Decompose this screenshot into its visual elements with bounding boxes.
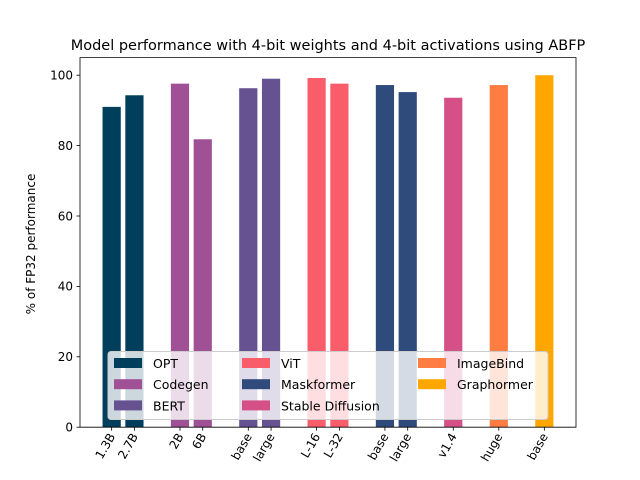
- legend-label: ViT: [281, 356, 301, 371]
- legend-swatch: [418, 358, 446, 368]
- x-tick-label: L-32: [321, 431, 346, 461]
- legend-swatch: [114, 358, 142, 368]
- bar-graphormer-base: [535, 75, 554, 428]
- bar-bert-large: [261, 78, 281, 428]
- legend: OPT Codegen BERT ViT Maskformer Stable Diffus…: [107, 351, 549, 420]
- bar-maskformer-large: [398, 92, 417, 428]
- bar-bert-base: [239, 88, 258, 428]
- legend-label: Codegen: [153, 377, 209, 392]
- x-tick-label: large: [387, 431, 414, 464]
- x-tick-label: 2B: [167, 431, 187, 452]
- y-tick-label: 80: [58, 139, 73, 153]
- bar-opt-2.7b: [125, 95, 144, 428]
- legend-label: BERT: [153, 398, 185, 413]
- bar-codegen-2b: [170, 83, 190, 428]
- x-tick-label: large: [250, 431, 277, 464]
- legend-swatch: [114, 400, 142, 411]
- bar-maskformer-base: [375, 85, 395, 428]
- bar-vit-l-16: [307, 78, 326, 428]
- legend-swatch: [114, 379, 142, 390]
- bar-opt-1.3b: [102, 106, 121, 428]
- x-tick-label: huge: [478, 431, 505, 464]
- legend-swatch: [418, 379, 446, 390]
- legend-label: Stable Diffusion: [281, 398, 380, 413]
- x-tick-label: base: [525, 431, 551, 463]
- x-tick-label: 2.7B: [115, 431, 141, 462]
- legend-label: Graphormer: [457, 377, 534, 392]
- bars-layer: [102, 75, 554, 428]
- legend-swatch: [242, 400, 270, 411]
- legend-label: OPT: [153, 356, 178, 371]
- chart-title: Model performance with 4-bit weights and…: [71, 38, 586, 54]
- axes-frame: [79, 57, 577, 428]
- y-axis-label: % of FP32 performance: [24, 174, 38, 315]
- legend-box: [107, 351, 549, 420]
- legend-swatch: [242, 358, 270, 368]
- y-tick-label: 0: [65, 421, 73, 435]
- bar-stable-diffusion-v1.4: [444, 97, 463, 428]
- y-tick-label: 60: [58, 209, 73, 223]
- y-tick-label: 100: [50, 69, 73, 83]
- legend-label: ImageBind: [457, 356, 524, 371]
- y-tick-label: 20: [58, 350, 73, 364]
- legend-swatch: [242, 379, 270, 390]
- legend-label: Maskformer: [281, 377, 356, 392]
- x-tick-label: L-16: [298, 431, 323, 461]
- x-tick-label: 1.3B: [92, 431, 118, 462]
- bar-vit-l-32: [330, 83, 349, 428]
- x-tick-label: v1.4: [435, 431, 460, 461]
- bar-imagebind-huge: [489, 85, 508, 428]
- x-tick-label: 6B: [189, 431, 209, 452]
- y-tick-label: 40: [58, 280, 73, 294]
